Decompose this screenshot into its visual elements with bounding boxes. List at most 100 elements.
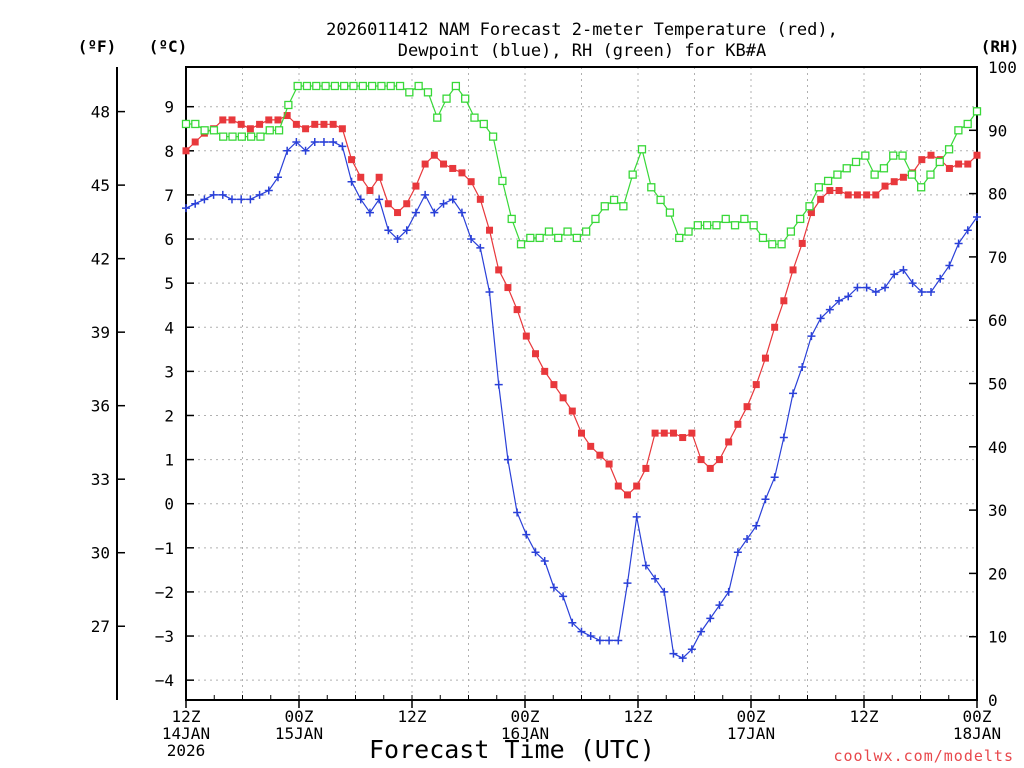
temperature-point (863, 191, 871, 199)
temperature-point (578, 429, 585, 437)
dewpoint-point (743, 534, 752, 543)
x-tick-label: 12Z (850, 707, 879, 726)
temperature-point (964, 160, 972, 168)
temperature-point (651, 429, 659, 437)
dewpoint-point (761, 495, 770, 504)
dewpoint-point (835, 296, 844, 305)
rh-point (870, 170, 879, 179)
x-tick-label: 15JAN (275, 724, 323, 743)
temperature-point (614, 482, 622, 490)
temperature-point (881, 182, 889, 190)
dewpoint-point (255, 190, 264, 199)
temperature-point (596, 451, 604, 459)
rh-point (944, 145, 954, 154)
temperature-point (826, 187, 834, 195)
rh-point (879, 164, 889, 173)
temperature-point (918, 156, 926, 164)
rh-point (507, 214, 516, 224)
rh-point (582, 227, 591, 236)
temperature-point (679, 434, 687, 442)
temperature-point (660, 429, 668, 437)
dewpoint-point (853, 283, 862, 292)
rh-point (833, 170, 842, 179)
rh-point (917, 183, 926, 192)
fahrenheit-tick-label: 30 (91, 544, 110, 563)
rh-point (377, 81, 386, 91)
series-rh (181, 81, 982, 249)
rh-point (451, 81, 461, 91)
rh-point (972, 107, 982, 116)
fahrenheit-tick-label: 39 (91, 323, 110, 342)
dewpoint-point (752, 521, 761, 530)
temperature-point (605, 460, 613, 468)
rh-point (563, 227, 572, 236)
rh-point (535, 233, 544, 243)
dewpoint-point (549, 583, 558, 592)
dewpoint-point (356, 195, 365, 204)
dewpoint-point (218, 190, 227, 199)
rh-point (842, 164, 851, 173)
x-tick-label: 12Z (172, 707, 201, 726)
rh-point (591, 214, 600, 224)
rh-point (470, 113, 479, 122)
temperature-point (191, 138, 199, 146)
rh-point (442, 94, 451, 103)
temperature-point (228, 116, 236, 124)
rh-point (814, 183, 823, 192)
dewpoint-point (807, 332, 816, 341)
rh-point (265, 126, 274, 135)
dewpoint-point (844, 292, 853, 301)
rh-tick-label: 20 (988, 564, 1007, 583)
dewpoint-point (485, 287, 494, 296)
series-dewpoint (182, 137, 981, 663)
temperature-point (734, 420, 742, 428)
dewpoint-point (724, 587, 733, 596)
rh-point (395, 81, 405, 91)
rh-point (246, 132, 256, 141)
temperature-point (421, 160, 429, 168)
temperature-point (568, 407, 576, 415)
rh-point (284, 100, 293, 110)
rh-point (516, 240, 526, 249)
celsius-tick-label: 0 (164, 495, 174, 514)
rh-tick-label: 30 (988, 501, 1007, 520)
dewpoint-point (384, 226, 393, 235)
temperature-point (899, 173, 907, 181)
temperature-point (945, 164, 953, 172)
credit-link[interactable]: coolwx.com/modelts (833, 747, 1014, 765)
dewpoint-point (798, 362, 807, 371)
dewpoint-point (660, 587, 669, 596)
celsius-tick-label: 9 (164, 98, 174, 117)
dewpoint-point (669, 649, 678, 658)
rh-point (386, 81, 395, 91)
temperature-point (440, 160, 448, 168)
tick-labels: −4−3−2−101234567892730333639424548010203… (91, 58, 1017, 760)
dewpoint-point (421, 190, 430, 199)
dewpoint-point (182, 204, 190, 213)
temperature-point (532, 350, 540, 358)
x-axis-title: Forecast Time (UTC) (369, 735, 655, 764)
rh-point (758, 233, 768, 243)
dewpoint-point (292, 137, 301, 146)
rh-point (219, 132, 228, 141)
temperature-point (798, 239, 806, 247)
dewpoint-point (881, 283, 890, 292)
rh-point (340, 81, 349, 91)
dewpoint-point (917, 287, 926, 296)
temperature-point (320, 120, 328, 128)
rh-point (200, 126, 209, 135)
rh-point (628, 170, 637, 179)
temperature-point (927, 151, 935, 159)
temperature-point (412, 182, 420, 190)
rh-point (228, 132, 237, 141)
dewpoint-point (439, 199, 448, 208)
rh-point (619, 202, 628, 211)
rh-point (498, 176, 507, 186)
dewpoint-point (191, 199, 200, 208)
temperature-point (237, 120, 245, 128)
celsius-tick-label: 3 (164, 362, 174, 381)
temperature-point (182, 147, 190, 155)
celsius-tick-label: 7 (164, 186, 174, 205)
rh-point (312, 81, 321, 91)
temperature-point (559, 394, 567, 402)
